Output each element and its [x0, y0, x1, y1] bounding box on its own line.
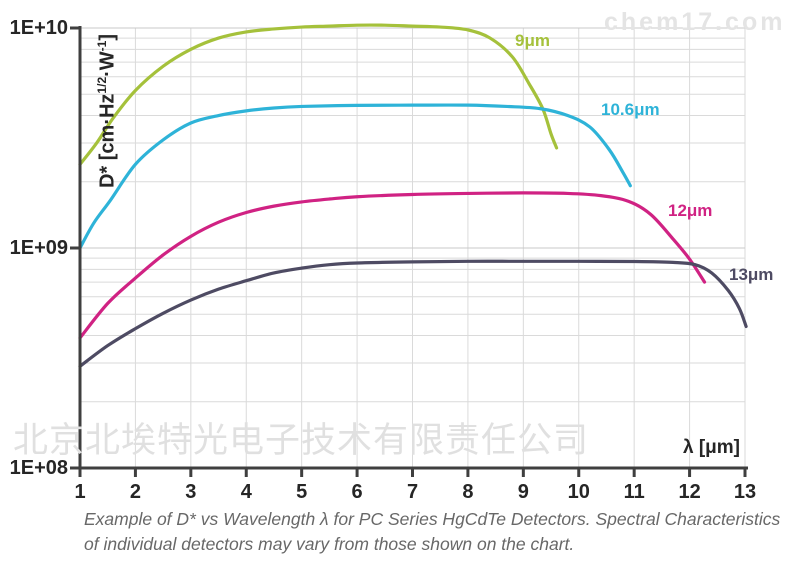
x-tick-label-8: 8 — [462, 481, 474, 503]
y-axis-title-main: D* [cm·Hz — [96, 93, 119, 189]
x-tick-label-6: 6 — [351, 481, 363, 503]
series-label-13μm: 13μm — [729, 265, 774, 284]
y-axis-title-sup-half: 1/2 — [95, 76, 109, 94]
watermark-chem17: chem17.com — [604, 8, 786, 36]
x-tick-label-12: 12 — [678, 481, 701, 503]
y-tick-label-1E+08: 1E+08 — [9, 457, 68, 479]
caption-line-2: of individual detectors may vary from th… — [84, 534, 575, 554]
caption: Example of D* vs Wavelength λ for PC Ser… — [84, 507, 794, 557]
y-tick-label-1E+09: 1E+09 — [9, 237, 68, 259]
series-label-9μm: 9μm — [515, 31, 550, 50]
curve-12μm — [78, 191, 707, 340]
series-label-12μm: 12μm — [668, 201, 713, 220]
x-tick-label-4: 4 — [240, 481, 252, 503]
y-axis-title-close: ] — [96, 33, 119, 41]
curve-13μm — [78, 259, 748, 368]
curve-10.6μm — [78, 103, 632, 250]
y-axis-title-sup-neg1: -1 — [95, 40, 109, 52]
x-tick-label-2: 2 — [129, 481, 141, 503]
y-tick-label-1E+10: 1E+10 — [9, 17, 68, 39]
x-axis-title: λ [μm] — [682, 437, 740, 458]
x-tick-label-7: 7 — [406, 481, 419, 503]
curve-9μm — [78, 23, 559, 166]
watermark-company: 北京北埃特光电子技术有限责任公司 — [13, 421, 590, 460]
x-tick-label-13: 13 — [733, 481, 757, 503]
series-label-10.6μm: 10.6μm — [601, 100, 660, 119]
y-axis-title-mid: ·W — [96, 51, 119, 77]
x-tick-label-1: 1 — [74, 481, 86, 503]
caption-line-1: Example of D* vs Wavelength λ for PC Ser… — [84, 509, 781, 529]
x-tick-label-3: 3 — [185, 481, 197, 503]
x-tick-label-5: 5 — [296, 481, 308, 503]
x-tick-label-9: 9 — [517, 481, 529, 503]
y-axis-title: D* [cm·Hz1/2·W-1] — [95, 26, 119, 196]
x-tick-label-10: 10 — [567, 481, 590, 503]
x-tick-label-11: 11 — [623, 481, 645, 503]
